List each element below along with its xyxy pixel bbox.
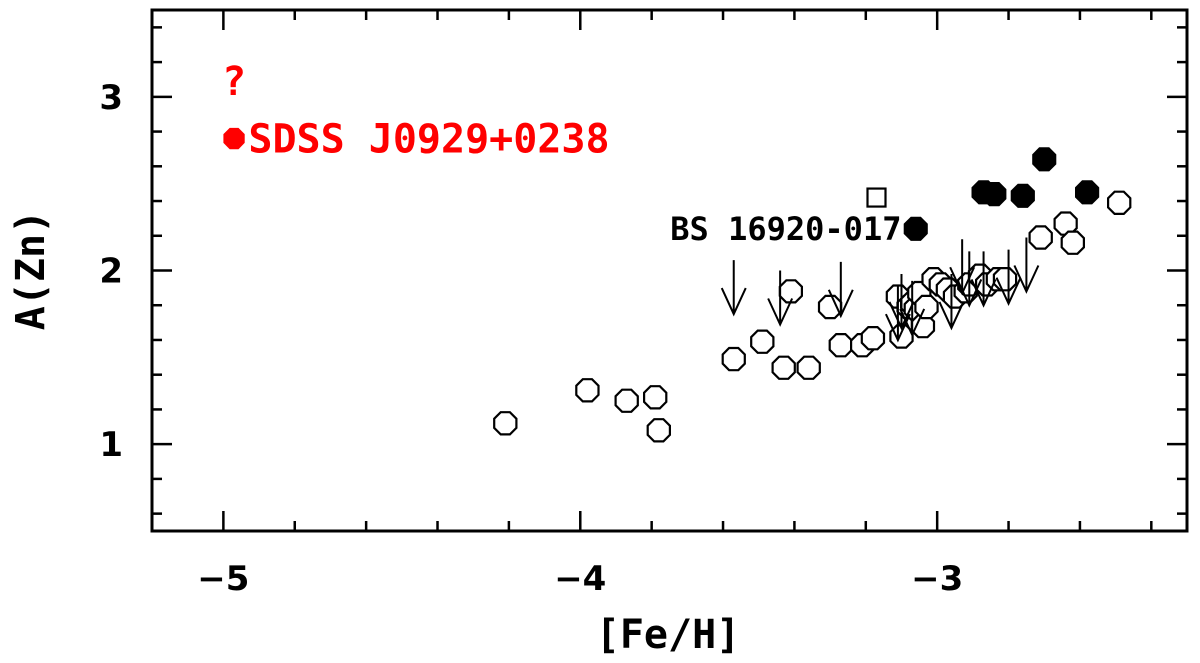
open-octagon-point xyxy=(860,326,886,351)
open-octagon-point xyxy=(646,418,672,443)
upper-limit-arrow xyxy=(720,260,747,317)
upper-limit-arrow xyxy=(995,249,1022,307)
x-axis-label: [Fe/H] xyxy=(596,612,741,658)
open-octagon-point xyxy=(614,388,639,413)
open-square-point xyxy=(866,187,887,208)
filled-octagon-point xyxy=(1075,180,1100,205)
annotation-bs-16920-017: BS 16920-017 xyxy=(670,210,901,248)
y-axis-label: A(Zn) xyxy=(8,210,54,330)
y-tick-label: 3 xyxy=(99,78,123,118)
open-octagon-point xyxy=(721,346,746,372)
open-octagon-point xyxy=(796,355,821,380)
x-tick-label: −4 xyxy=(554,559,606,599)
highlight-star-point xyxy=(223,127,245,150)
x-tick-label: −5 xyxy=(197,559,249,599)
tick-labels: −5 −4 −3 1 2 3 xyxy=(99,78,963,599)
x-tick-label: −3 xyxy=(911,559,963,599)
upper-limit-arrow xyxy=(956,251,983,308)
y-tick-label: 2 xyxy=(99,252,123,292)
plot-frame xyxy=(150,8,1189,533)
filled-octagon-point xyxy=(903,216,928,241)
open-octagon-point xyxy=(771,355,796,380)
open-octagon-point xyxy=(493,411,518,436)
open-octagon-point xyxy=(914,294,939,320)
open-octagon-point xyxy=(817,294,843,320)
open-octagon-point xyxy=(1028,225,1053,250)
upper-limit-arrow xyxy=(970,251,997,308)
open-octagon-point xyxy=(1060,230,1086,255)
annotations: BS 16920-017 SDSS J0929+0238? xyxy=(222,59,901,248)
upper-limit-arrow xyxy=(899,280,926,338)
upper-limit-arrow xyxy=(938,273,965,331)
y-tick-label: 1 xyxy=(99,425,123,465)
axis-ticks xyxy=(150,10,1187,531)
filled-octagon-point xyxy=(982,182,1007,207)
annotation-sdss-j0929: SDSS J0929+0238 xyxy=(248,117,609,163)
open-octagon-point xyxy=(642,385,668,410)
open-octagon-point xyxy=(575,378,600,403)
annotation-question-mark: ? xyxy=(222,59,246,105)
data-marks xyxy=(223,127,1132,443)
upper-limit-arrow xyxy=(888,273,915,331)
filled-octagon-point xyxy=(1010,183,1035,208)
open-octagon-point xyxy=(1106,190,1132,215)
open-octagon-point xyxy=(750,329,775,354)
upper-limit-arrow xyxy=(767,270,794,327)
filled-octagon-point xyxy=(1032,147,1057,172)
upper-limit-arrow xyxy=(827,261,854,319)
upper-limit-arrow xyxy=(1013,237,1040,294)
open-octagon-point xyxy=(828,333,854,358)
